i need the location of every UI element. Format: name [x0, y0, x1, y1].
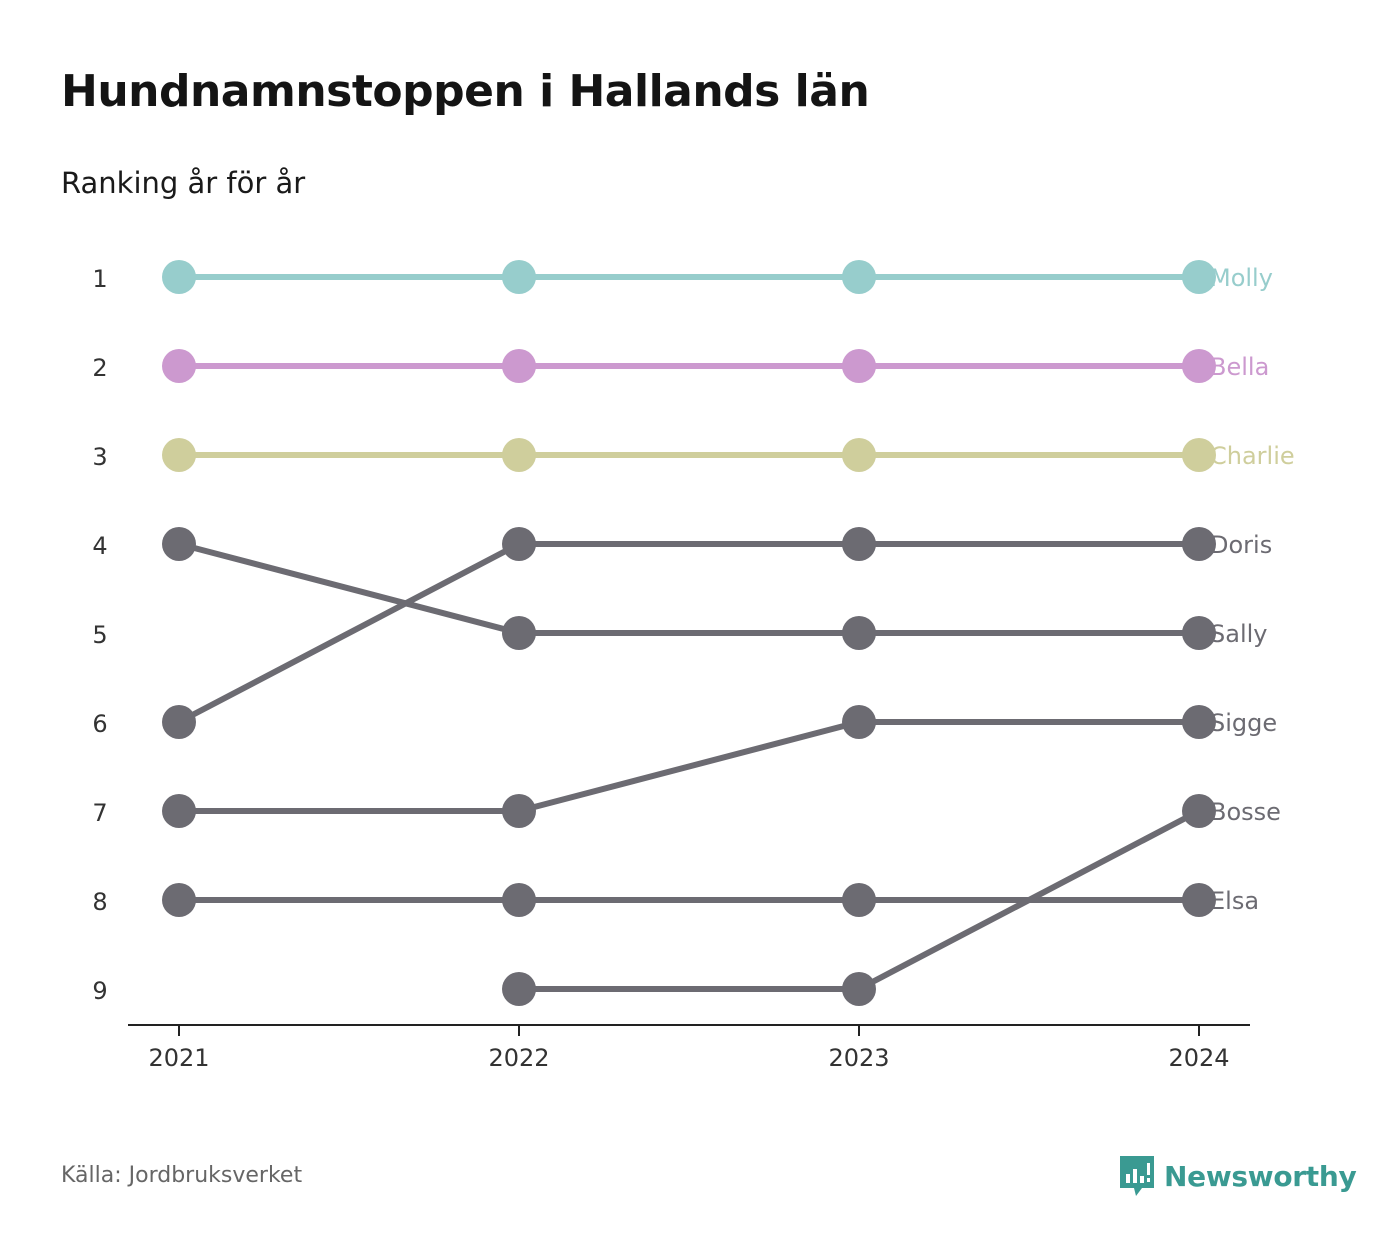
data-point — [842, 972, 876, 1006]
data-point — [502, 438, 536, 472]
data-point — [502, 349, 536, 383]
data-point — [162, 794, 196, 828]
x-tick-label: 2023 — [828, 1044, 889, 1072]
y-tick-label: 8 — [92, 888, 107, 916]
data-point — [502, 616, 536, 650]
data-point — [1182, 438, 1216, 472]
data-point — [502, 260, 536, 294]
data-point — [502, 883, 536, 917]
series-sigge: Sigge — [162, 705, 1277, 828]
data-point — [502, 794, 536, 828]
y-tick-label: 9 — [92, 977, 107, 1005]
data-point — [842, 883, 876, 917]
series-line — [176, 719, 1202, 814]
data-point — [502, 972, 536, 1006]
data-point — [842, 260, 876, 294]
data-point — [1182, 883, 1216, 917]
data-point — [162, 438, 196, 472]
data-point — [162, 260, 196, 294]
x-tick-label: 2024 — [1168, 1044, 1229, 1072]
series-doris: Doris — [162, 527, 1272, 739]
series-label: Molly — [1210, 264, 1273, 292]
series-line — [176, 541, 1202, 725]
data-point — [842, 705, 876, 739]
chart-subtitle: Ranking år för år — [61, 166, 306, 200]
y-tick-label: 1 — [92, 265, 107, 293]
series-label: Charlie — [1210, 442, 1295, 470]
data-point — [842, 349, 876, 383]
data-point — [1182, 260, 1216, 294]
series-molly: Molly — [162, 260, 1273, 294]
data-point — [842, 616, 876, 650]
series-label: Doris — [1210, 531, 1272, 559]
series-elsa: Elsa — [162, 883, 1259, 917]
series-bosse: Bosse — [502, 794, 1281, 1006]
data-point — [162, 883, 196, 917]
y-tick-label: 2 — [92, 354, 107, 382]
data-point — [842, 527, 876, 561]
data-point — [1182, 705, 1216, 739]
source-note: Källa: Jordbruksverket — [61, 1163, 303, 1188]
series-label: Elsa — [1210, 887, 1259, 915]
newsworthy-logo-icon — [1120, 1156, 1154, 1196]
y-tick-label: 5 — [92, 621, 107, 649]
data-point — [1182, 349, 1216, 383]
series-label: Sigge — [1210, 709, 1277, 737]
data-point — [502, 527, 536, 561]
series-charlie: Charlie — [162, 438, 1295, 472]
y-tick-label: 6 — [92, 710, 107, 738]
series-label: Sally — [1210, 620, 1267, 648]
series-line — [176, 541, 1202, 636]
brand-logo: Newsworthy — [1118, 1154, 1357, 1198]
data-point — [162, 705, 196, 739]
y-tick-label: 4 — [92, 532, 107, 560]
x-tick-label: 2021 — [148, 1044, 209, 1072]
y-tick-label: 7 — [92, 799, 107, 827]
x-tick-label: 2022 — [488, 1044, 549, 1072]
data-point — [162, 527, 196, 561]
y-tick-label: 3 — [92, 443, 107, 471]
data-point — [1182, 616, 1216, 650]
data-point — [162, 349, 196, 383]
data-point — [1182, 527, 1216, 561]
data-point — [842, 438, 876, 472]
series-bella: Bella — [162, 349, 1269, 383]
brand-name: Newsworthy — [1164, 1159, 1357, 1193]
rank-chart: 1 2 3 4 5 6 7 8 9 2021 2022 2023 2024 Elsa Bosse Sigge S… — [92, 260, 1295, 1072]
series-sally: Sally — [162, 527, 1267, 650]
series-label: Bosse — [1210, 798, 1281, 826]
series-label: Bella — [1210, 353, 1269, 381]
data-point — [1182, 794, 1216, 828]
chart-title: Hundnamnstoppen i Hallands län — [61, 66, 870, 117]
